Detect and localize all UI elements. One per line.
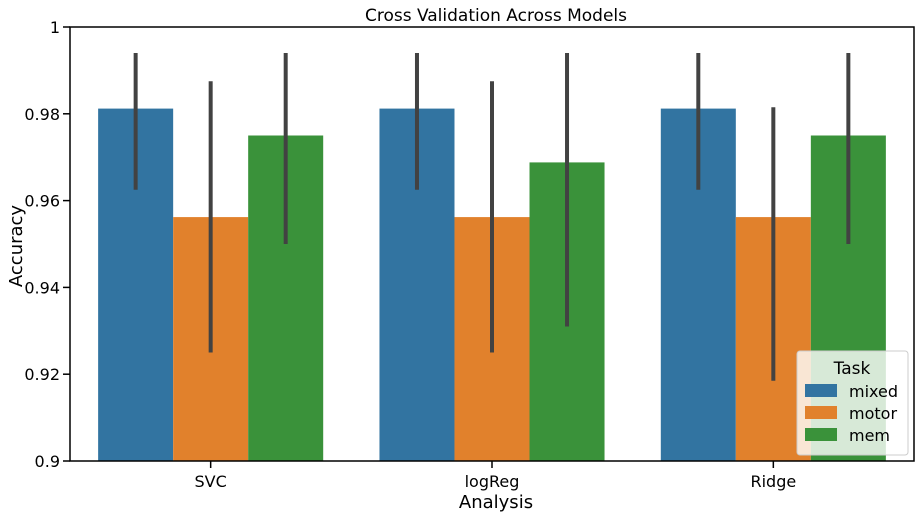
- legend: Task mixed motor mem: [796, 350, 909, 456]
- x-tick-label: logReg: [465, 472, 520, 491]
- legend-items: mixed motor mem: [805, 382, 898, 445]
- x-tick-label: Ridge: [750, 472, 796, 491]
- legend-swatch-mixed: [805, 384, 837, 397]
- y-tick-label: 1: [50, 18, 60, 37]
- y-tick-label: 0.9: [35, 452, 60, 471]
- x-tick-label: SVC: [195, 472, 227, 491]
- legend-title: Task: [833, 359, 871, 379]
- legend-swatch-motor: [805, 406, 837, 419]
- y-axis-label: Accuracy: [6, 205, 27, 288]
- y-tick-label: 0.98: [24, 105, 60, 124]
- legend-label-mixed: mixed: [849, 382, 898, 401]
- x-axis-label: Analysis: [459, 492, 533, 513]
- axes-layer: 0.9 0.92 0.94 0.96 0.98 1 SVC logReg Ridge: [24, 18, 915, 491]
- y-tick-label: 0.96: [24, 192, 60, 211]
- error-bars-layer: [133, 53, 851, 381]
- chart-title: Cross Validation Across Models: [365, 6, 627, 26]
- legend-label-mem: mem: [849, 426, 890, 445]
- y-tick-label: 0.92: [24, 365, 60, 384]
- legend-swatch-mem: [805, 428, 837, 441]
- legend-label-motor: motor: [849, 404, 897, 423]
- y-tick-label: 0.94: [24, 278, 60, 297]
